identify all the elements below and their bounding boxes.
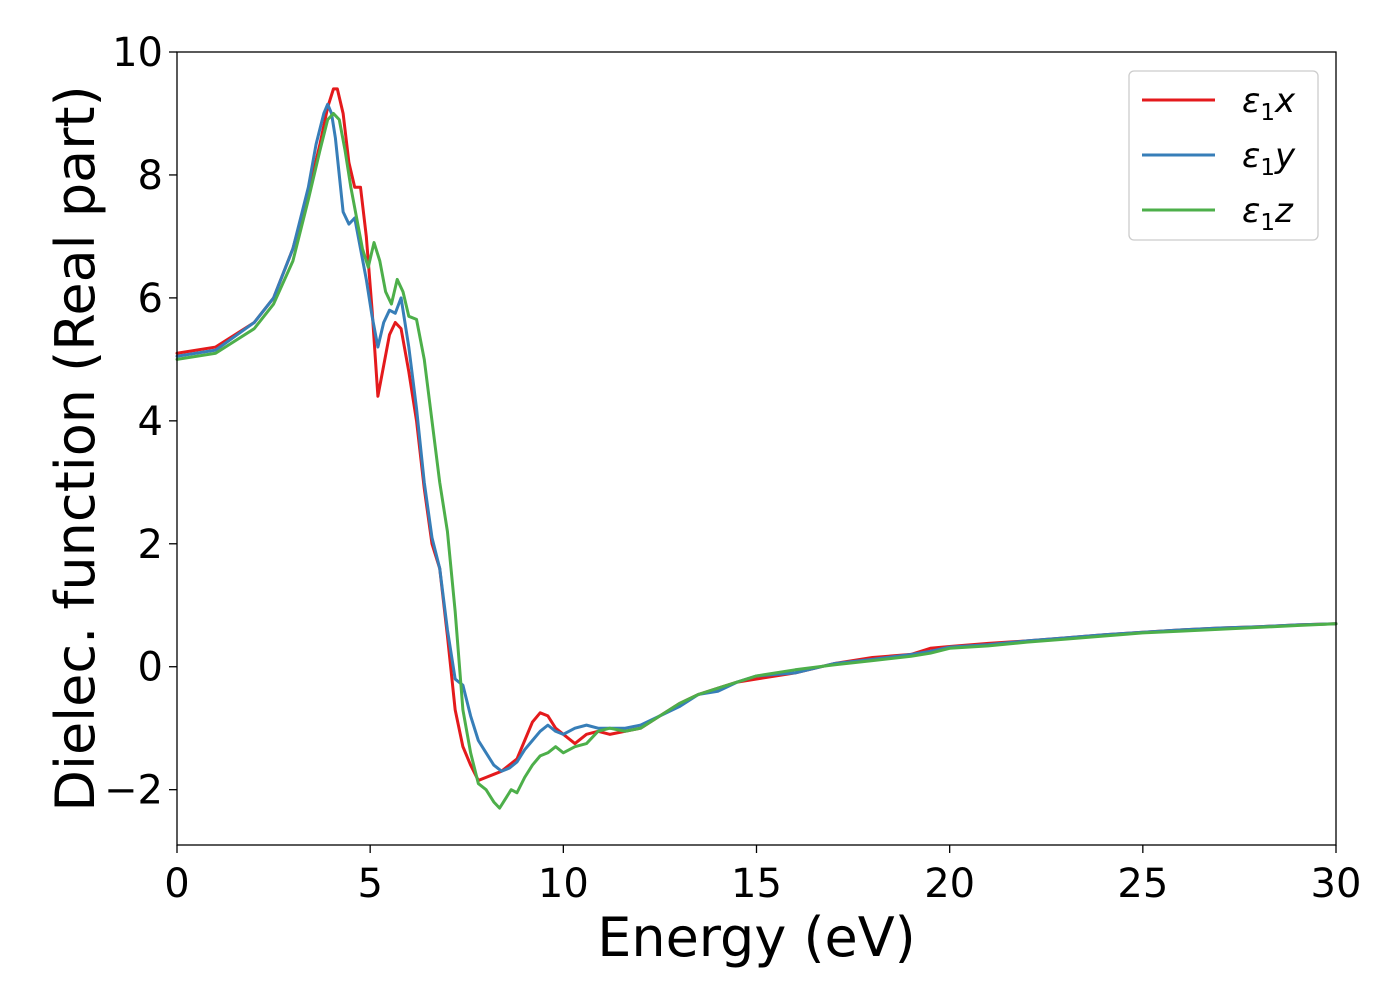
y-tick-label: 10 [112,30,163,76]
y-tick-label: −2 [104,768,163,814]
x-axis-ticks: 0 5 10 15 20 25 30 [164,845,1361,907]
series-line-z [175,111,1338,810]
x-axis-label: Energy (eV) [597,906,916,969]
series-layer [175,87,1338,810]
x-tick-label: 15 [731,861,782,907]
x-tick-label: 10 [538,861,589,907]
y-tick-label: 0 [138,645,163,691]
legend-label-z: ε1z [1242,191,1294,236]
x-tick-label: 5 [357,861,382,907]
x-tick-label: 25 [1117,861,1168,907]
y-axis-label: Dielec. function (Real part) [44,85,107,811]
legend: ε1x ε1y ε1z [1128,70,1319,241]
y-tick-label: 8 [138,153,163,199]
legend-label-y: ε1y [1242,136,1296,181]
y-tick-label: 4 [138,399,163,445]
y-tick-label: 6 [138,276,163,322]
series-line-x [175,87,1338,782]
y-axis-ticks: −2 0 2 4 6 8 10 [104,30,177,814]
legend-box [1128,70,1319,241]
y-tick-label: 2 [138,522,163,568]
series-line-y [175,102,1338,773]
legend-label-x: ε1x [1242,81,1296,126]
x-tick-label: 20 [924,861,975,907]
x-tick-label: 0 [164,861,189,907]
x-tick-label: 30 [1311,861,1362,907]
